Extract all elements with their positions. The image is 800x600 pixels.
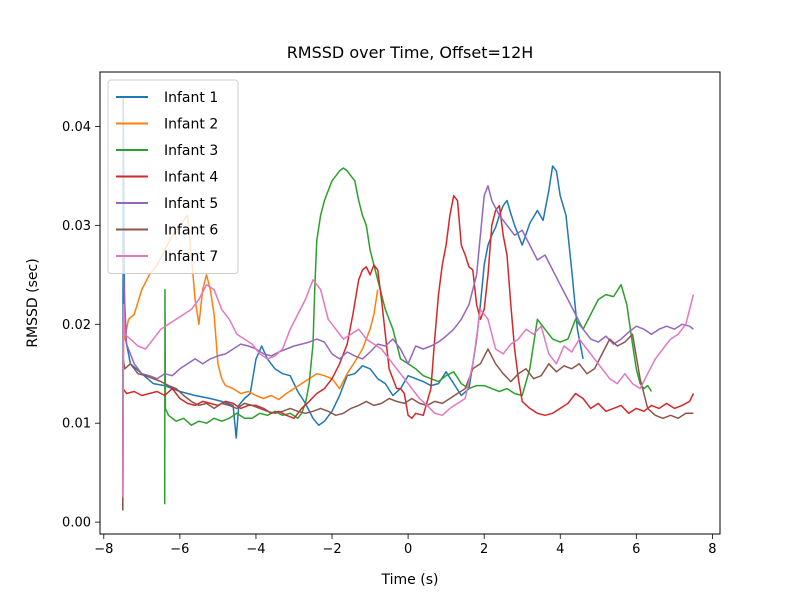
x-tick-label: 4 xyxy=(556,542,564,557)
x-tick-label: −8 xyxy=(94,542,113,557)
legend-box xyxy=(107,79,239,274)
legend-label: Infant 6 xyxy=(164,223,218,239)
legend-label: Infant 4 xyxy=(164,170,218,186)
x-tick-label: −4 xyxy=(246,542,265,557)
series-line-infant-3 xyxy=(163,167,653,505)
x-tick-label: 6 xyxy=(632,542,640,557)
x-tick-label: −6 xyxy=(170,542,189,557)
y-tick-label: 0.04 xyxy=(62,120,91,135)
series-line-infant-1 xyxy=(122,95,584,511)
plot-area xyxy=(99,71,721,535)
series-layer xyxy=(122,95,695,511)
legend-label: Infant 2 xyxy=(164,117,218,133)
x-axis-label: Time (s) xyxy=(381,572,439,588)
series-line-infant-7 xyxy=(122,279,695,498)
legend-label: Infant 5 xyxy=(164,196,218,212)
series-line-infant-5 xyxy=(122,185,694,380)
x-tick-label: 8 xyxy=(708,542,716,557)
x-tick-label: 2 xyxy=(480,542,488,557)
legend-label: Infant 3 xyxy=(164,143,218,159)
series-line-infant-6 xyxy=(122,333,694,511)
legend: Infant 1 Infant 2 Infant 3 Infant 4 Infant 5… xyxy=(107,79,239,274)
y-tick-label: 0.01 xyxy=(62,417,91,432)
chart-title: RMSSD over Time, Offset=12H xyxy=(287,43,534,62)
y-tick-label: 0.03 xyxy=(62,219,91,234)
x-tick-label: 0 xyxy=(404,542,412,557)
x-axis: −8 −6 −4 −2 0 2 4 6 8 xyxy=(94,534,717,557)
y-axis: 0.00 0.01 0.02 0.03 0.04 xyxy=(62,120,100,531)
plot-frame xyxy=(99,71,721,535)
y-tick-label: 0.02 xyxy=(62,318,91,333)
legend-label: Infant 1 xyxy=(164,90,218,106)
x-tick-label: −2 xyxy=(322,542,341,557)
legend-label: Infant 7 xyxy=(164,249,218,265)
y-tick-label: 0.00 xyxy=(62,516,91,531)
y-axis-label: RMSSD (sec) xyxy=(25,258,41,347)
series-line-infant-4 xyxy=(122,194,695,420)
